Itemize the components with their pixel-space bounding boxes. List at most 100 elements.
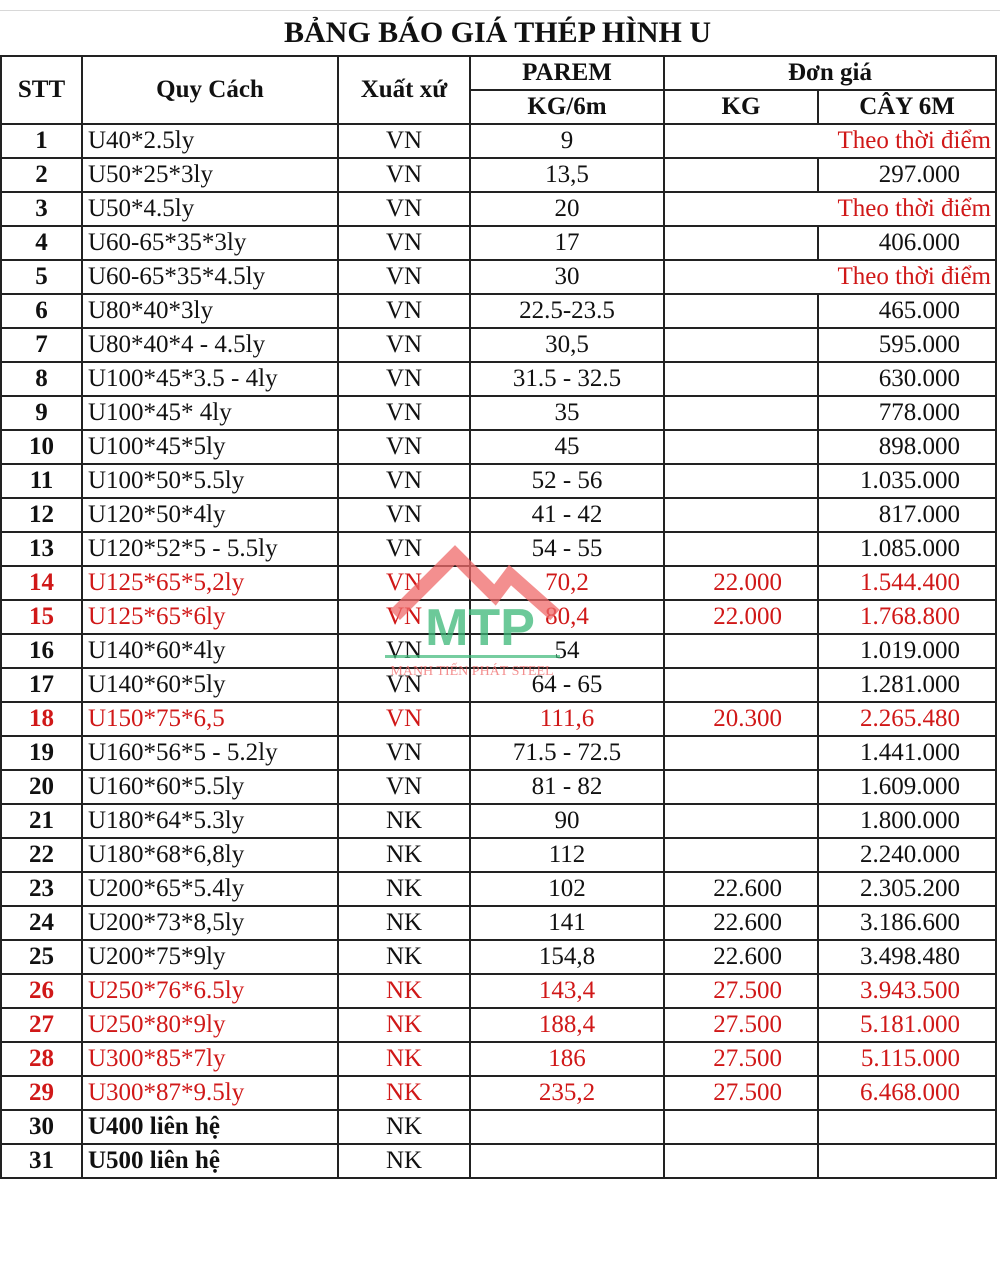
- row-number: 5: [0, 259, 83, 295]
- row-number: 2: [0, 157, 83, 193]
- price-bar-cell: 630.000: [817, 361, 997, 397]
- table-row: 24 U200*73*8,5ly NK 141 22.600 3.186.600: [0, 905, 997, 941]
- table-row: 18 U150*75*6,5 VN 111,6 20.300 2.265.480: [0, 701, 997, 737]
- table-row: 8 U100*45*3.5 - 4ly VN 31.5 - 32.5 630.000: [0, 361, 997, 397]
- row-number: 29: [0, 1075, 83, 1111]
- table-row: 22 U180*68*6,8ly NK 112 2.240.000: [0, 837, 997, 873]
- price-bar-cell: [817, 1143, 997, 1179]
- price-kg-cell: 22.600: [663, 871, 819, 907]
- price-note-cell: Theo thời điểm: [663, 259, 997, 295]
- spec-cell: U200*65*5.4ly: [81, 871, 339, 907]
- price-bar-cell: 2.305.200: [817, 871, 997, 907]
- price-kg-cell: [663, 395, 819, 431]
- origin-cell: VN: [337, 565, 471, 601]
- spec-cell: U160*56*5 - 5.2ly: [81, 735, 339, 771]
- price-bar-cell: 6.468.000: [817, 1075, 997, 1111]
- weight-cell: 17: [469, 225, 665, 261]
- row-number: 8: [0, 361, 83, 397]
- spec-cell: U400 liên hệ: [81, 1109, 339, 1145]
- origin-cell: NK: [337, 837, 471, 873]
- weight-cell: 64 - 65: [469, 667, 665, 703]
- spec-cell: U500 liên hệ: [81, 1143, 339, 1179]
- origin-cell: NK: [337, 1007, 471, 1043]
- spec-cell: U125*65*6ly: [81, 599, 339, 635]
- origin-cell: NK: [337, 1075, 471, 1111]
- row-number: 12: [0, 497, 83, 533]
- row-number: 15: [0, 599, 83, 635]
- row-number: 1: [0, 123, 83, 159]
- price-bar-cell: 898.000: [817, 429, 997, 465]
- price-kg-cell: 27.500: [663, 1075, 819, 1111]
- table-row: 15 U125*65*6ly VN 80,4 22.000 1.768.800: [0, 599, 997, 635]
- price-bar-cell: 3.186.600: [817, 905, 997, 941]
- origin-cell: VN: [337, 497, 471, 533]
- origin-cell: VN: [337, 701, 471, 737]
- table-row: 31 U500 liên hệ NK: [0, 1143, 997, 1179]
- weight-cell: 54: [469, 633, 665, 669]
- price-bar-cell: 778.000: [817, 395, 997, 431]
- spec-cell: U125*65*5,2ly: [81, 565, 339, 601]
- origin-cell: NK: [337, 1109, 471, 1145]
- table-row: 17 U140*60*5ly VN 64 - 65 1.281.000: [0, 667, 997, 703]
- origin-cell: VN: [337, 361, 471, 397]
- table-row: 3 U50*4.5ly VN 20 Theo thời điểm: [0, 191, 997, 227]
- spec-cell: U100*45*5ly: [81, 429, 339, 465]
- price-kg-cell: 22.000: [663, 599, 819, 635]
- row-number: 26: [0, 973, 83, 1009]
- spec-cell: U80*40*4 - 4.5ly: [81, 327, 339, 363]
- price-bar-cell: 1.019.000: [817, 633, 997, 669]
- origin-cell: NK: [337, 1143, 471, 1179]
- price-kg-cell: [663, 633, 819, 669]
- spec-cell: U300*85*7ly: [81, 1041, 339, 1077]
- row-number: 21: [0, 803, 83, 839]
- price-kg-cell: [663, 327, 819, 363]
- price-bar-cell: 5.181.000: [817, 1007, 997, 1043]
- price-bar-cell: 1.035.000: [817, 463, 997, 499]
- row-number: 20: [0, 769, 83, 805]
- table-row: 14 U125*65*5,2ly VN 70,2 22.000 1.544.400: [0, 565, 997, 601]
- price-kg-cell: [663, 667, 819, 703]
- price-bar-cell: 3.498.480: [817, 939, 997, 975]
- table-row: 1 U40*2.5ly VN 9 Theo thời điểm: [0, 123, 997, 159]
- price-bar-cell: 1.768.800: [817, 599, 997, 635]
- origin-cell: NK: [337, 803, 471, 839]
- weight-cell: 31.5 - 32.5: [469, 361, 665, 397]
- row-number: 7: [0, 327, 83, 363]
- price-bar-cell: 297.000: [817, 157, 997, 193]
- origin-cell: VN: [337, 123, 471, 159]
- price-kg-cell: 22.000: [663, 565, 819, 601]
- origin-cell: VN: [337, 599, 471, 635]
- price-bar-cell: 406.000: [817, 225, 997, 261]
- table-row: 11 U100*50*5.5ly VN 52 - 56 1.035.000: [0, 463, 997, 499]
- price-note-cell: Theo thời điểm: [663, 123, 997, 159]
- spec-cell: U140*60*5ly: [81, 667, 339, 703]
- weight-cell: 102: [469, 871, 665, 907]
- weight-cell: 71.5 - 72.5: [469, 735, 665, 771]
- spec-cell: U250*80*9ly: [81, 1007, 339, 1043]
- spec-cell: U200*75*9ly: [81, 939, 339, 975]
- price-bar-cell: 2.265.480: [817, 701, 997, 737]
- price-kg-cell: 27.500: [663, 973, 819, 1009]
- table-row: 16 U140*60*4ly VN 54 1.019.000: [0, 633, 997, 669]
- price-bar-cell: 595.000: [817, 327, 997, 363]
- weight-cell: 70,2: [469, 565, 665, 601]
- price-kg-cell: [663, 1143, 819, 1179]
- weight-cell: 22.5-23.5: [469, 293, 665, 329]
- origin-cell: VN: [337, 157, 471, 193]
- row-number: 30: [0, 1109, 83, 1145]
- header-origin: Xuất xứ: [337, 55, 471, 125]
- table-row: 29 U300*87*9.5ly NK 235,2 27.500 6.468.000: [0, 1075, 997, 1111]
- row-number: 25: [0, 939, 83, 975]
- spec-cell: U100*50*5.5ly: [81, 463, 339, 499]
- price-kg-cell: 22.600: [663, 905, 819, 941]
- weight-cell: 186: [469, 1041, 665, 1077]
- row-number: 23: [0, 871, 83, 907]
- spec-cell: U60-65*35*3ly: [81, 225, 339, 261]
- row-number: 11: [0, 463, 83, 499]
- origin-cell: NK: [337, 905, 471, 941]
- header-parem-unit: KG/6m: [469, 89, 665, 125]
- table-row: 2 U50*25*3ly VN 13,5 297.000: [0, 157, 997, 193]
- spec-cell: U50*4.5ly: [81, 191, 339, 227]
- origin-cell: VN: [337, 531, 471, 567]
- weight-cell: 80,4: [469, 599, 665, 635]
